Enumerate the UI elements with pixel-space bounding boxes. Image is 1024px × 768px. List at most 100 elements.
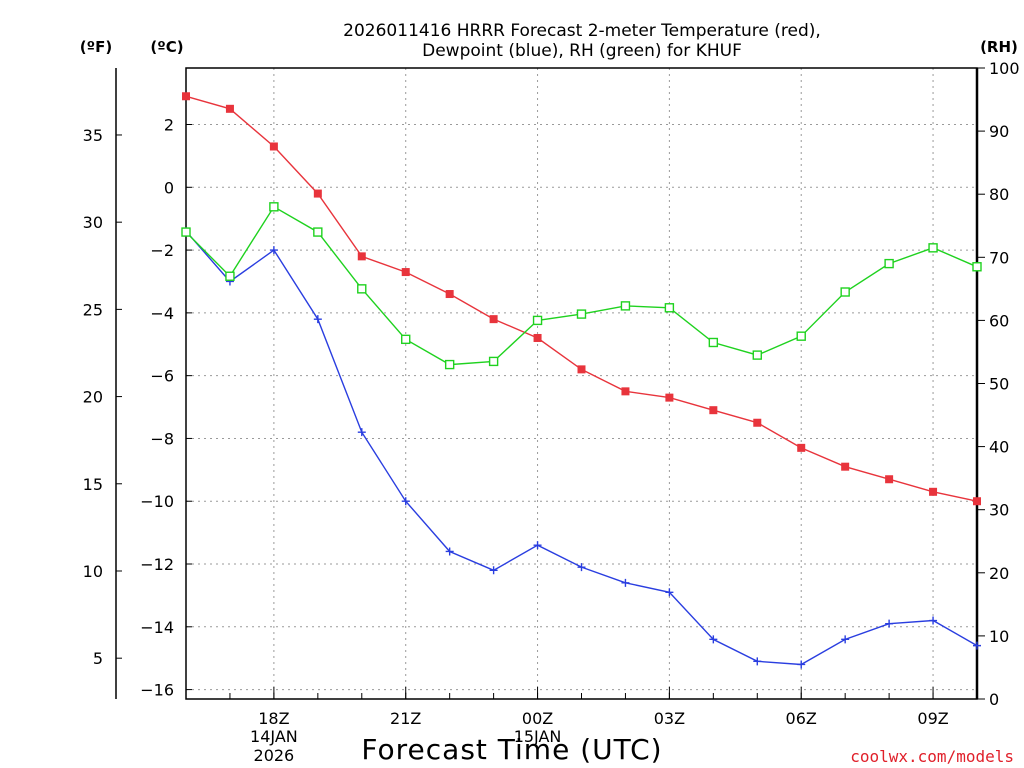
plot-frame xyxy=(185,67,978,700)
date-tick-label: 14JAN xyxy=(250,727,298,746)
dewpoint-point xyxy=(577,563,586,572)
dewpoint-point xyxy=(445,547,454,556)
fahrenheit-tick-label: 30 xyxy=(83,213,103,232)
rh-point xyxy=(796,331,806,341)
celsius-tick-label: −8 xyxy=(150,429,174,448)
rh-point xyxy=(488,356,499,367)
celsius-tick-label: −4 xyxy=(150,304,174,323)
rh-point xyxy=(401,334,411,345)
dewpoint-point xyxy=(313,315,322,324)
dewpoint-series xyxy=(182,227,981,669)
grid-lines xyxy=(186,68,977,699)
fahrenheit-tick-label: 25 xyxy=(83,300,103,319)
rh-tick-label: 20 xyxy=(989,564,1009,583)
celsius-tick-label: 2 xyxy=(164,116,174,135)
fahrenheit-tick-label: 20 xyxy=(83,388,103,407)
2-meter-temperature-point xyxy=(313,189,322,198)
time-tick-label: 18Z xyxy=(258,709,289,728)
year-tick-label: 2026 xyxy=(254,746,295,765)
2-meter-temperature-point xyxy=(225,104,234,113)
rh-point xyxy=(664,303,675,313)
time-tick-label: 03Z xyxy=(654,709,685,728)
dewpoint-point xyxy=(929,616,938,625)
dewpoint-point xyxy=(797,660,806,669)
dewpoint-point xyxy=(533,541,542,550)
date-tick-label: 15JAN xyxy=(514,727,562,746)
rh-point xyxy=(972,262,982,272)
fahrenheit-axis: 35 30 25 20 15 10 5 xyxy=(83,126,122,668)
rh-point xyxy=(884,258,894,269)
rh-tick-label: 100 xyxy=(989,59,1020,78)
rh-point xyxy=(532,315,543,326)
dewpoint-point xyxy=(709,635,718,644)
celsius-tick-label: −16 xyxy=(140,681,174,700)
rh-tick-label: 10 xyxy=(989,627,1009,646)
2-meter-temperature-point xyxy=(401,268,410,277)
time-tick-label: 21Z xyxy=(390,709,421,728)
fahrenheit-tick-label: 15 xyxy=(83,475,103,494)
rh-tick-label: 30 xyxy=(989,501,1009,520)
rh-point xyxy=(181,227,191,237)
2-meter-temperature-point xyxy=(709,406,718,415)
rh-tick-label: 0 xyxy=(989,690,999,709)
dewpoint-point xyxy=(753,657,762,666)
fahrenheit-tick-label: 35 xyxy=(83,126,103,145)
chart-title-line1: 2026011416 HRRR Forecast 2-meter Tempera… xyxy=(343,21,821,41)
dewpoint-point xyxy=(489,566,498,575)
rh-tick-label: 80 xyxy=(989,185,1009,204)
2-meter-temperature-point xyxy=(182,92,190,101)
chart-title-line2: Dewpoint (blue), RH (green) for KHUF xyxy=(422,41,742,61)
2-meter-temperature-point xyxy=(973,497,981,506)
rh-unit-label: (RH) xyxy=(980,38,1018,56)
2-meter-temperature-point xyxy=(929,487,938,496)
2-meter-temperature-point xyxy=(357,252,366,261)
rh-point xyxy=(620,301,631,311)
celsius-tick-label: −6 xyxy=(150,367,174,386)
time-tick-label: 06Z xyxy=(786,709,817,728)
2-meter-temperature-point xyxy=(885,475,894,484)
rh-point xyxy=(225,271,235,281)
fahrenheit-tick-label: 5 xyxy=(93,649,103,668)
celsius-tick-label: −2 xyxy=(150,241,174,260)
2-meter-temperature-point xyxy=(445,290,454,299)
dewpoint-point xyxy=(357,428,366,437)
rh-point xyxy=(928,243,938,253)
dewpoint-point xyxy=(973,641,981,650)
dewpoint-line xyxy=(185,230,978,666)
rh-point xyxy=(840,287,850,297)
2-meter-temperature-point xyxy=(797,443,806,452)
2-meter-temperature-point xyxy=(489,315,498,324)
2-meter-temperature-point xyxy=(269,142,278,151)
celsius-tick-label: −14 xyxy=(140,618,174,637)
2-meter-temperature-point xyxy=(533,333,542,342)
rh-tick-label: 70 xyxy=(989,248,1009,267)
rh-point xyxy=(752,350,762,360)
rh-point xyxy=(576,309,587,319)
fahrenheit-unit-label: (ºF) xyxy=(80,38,112,56)
time-tick-label: 09Z xyxy=(917,709,948,728)
rh-tick-label: 50 xyxy=(989,375,1009,394)
rh-tick-label: 90 xyxy=(989,122,1009,141)
fahrenheit-tick-label: 10 xyxy=(83,562,103,581)
rh-tick-label: 60 xyxy=(989,311,1009,330)
2-meter-temperature-point xyxy=(665,393,674,402)
2-meter-temperature-point xyxy=(841,462,850,471)
dewpoint-point xyxy=(401,497,410,506)
2-meter-temperature-point xyxy=(753,418,762,427)
2-meter-temperature-point xyxy=(621,387,630,396)
2-meter-temperature-series xyxy=(182,92,981,506)
celsius-axis: 2 0 −2 −4 −6 −8 −10 −12 −14 −16 xyxy=(140,116,192,700)
rh-series xyxy=(181,202,982,370)
dewpoint-point xyxy=(269,246,278,255)
celsius-tick-label: −10 xyxy=(140,492,174,511)
celsius-tick-label: 0 xyxy=(164,178,174,197)
celsius-tick-label: −12 xyxy=(140,555,174,574)
rh-point xyxy=(357,284,367,294)
rh-line xyxy=(185,205,978,366)
rh-point xyxy=(444,359,455,370)
x-axis-title: Forecast Time (UTC) xyxy=(361,733,662,766)
dewpoint-point xyxy=(841,635,850,644)
